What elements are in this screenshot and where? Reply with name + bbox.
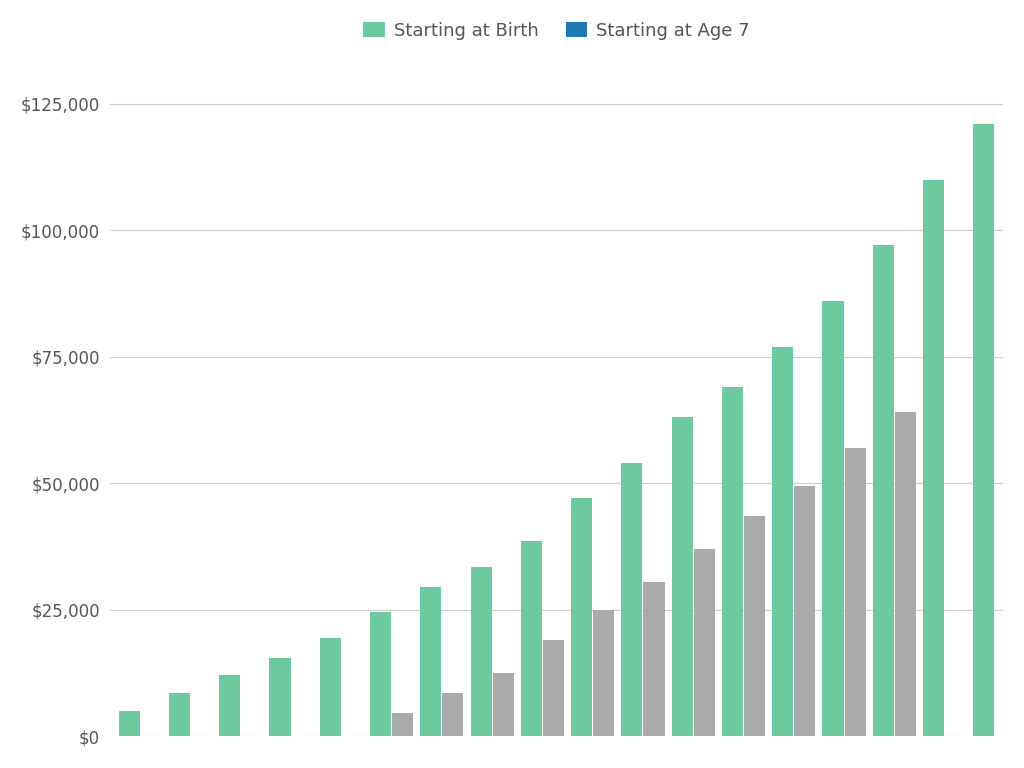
Bar [571, 498, 592, 737]
Bar [593, 610, 614, 737]
Bar [923, 180, 944, 737]
Bar [392, 713, 414, 737]
Bar [269, 657, 291, 737]
Bar [795, 485, 815, 737]
Bar [895, 412, 916, 737]
Bar [622, 463, 642, 737]
Legend: Starting at Birth, Starting at Age 7: Starting at Birth, Starting at Age 7 [356, 15, 757, 47]
Bar [643, 582, 665, 737]
Bar [169, 694, 190, 737]
Bar [772, 346, 794, 737]
Bar [722, 387, 743, 737]
Bar [319, 637, 341, 737]
Bar [872, 246, 894, 737]
Bar [543, 640, 564, 737]
Bar [470, 567, 492, 737]
Bar [822, 301, 844, 737]
Bar [493, 673, 514, 737]
Bar [672, 418, 693, 737]
Bar [744, 516, 765, 737]
Bar [370, 612, 391, 737]
Bar [219, 676, 241, 737]
Bar [973, 124, 994, 737]
Bar [845, 448, 865, 737]
Bar [420, 587, 441, 737]
Bar [693, 549, 715, 737]
Bar [442, 694, 464, 737]
Bar [119, 711, 139, 737]
Bar [521, 541, 542, 737]
